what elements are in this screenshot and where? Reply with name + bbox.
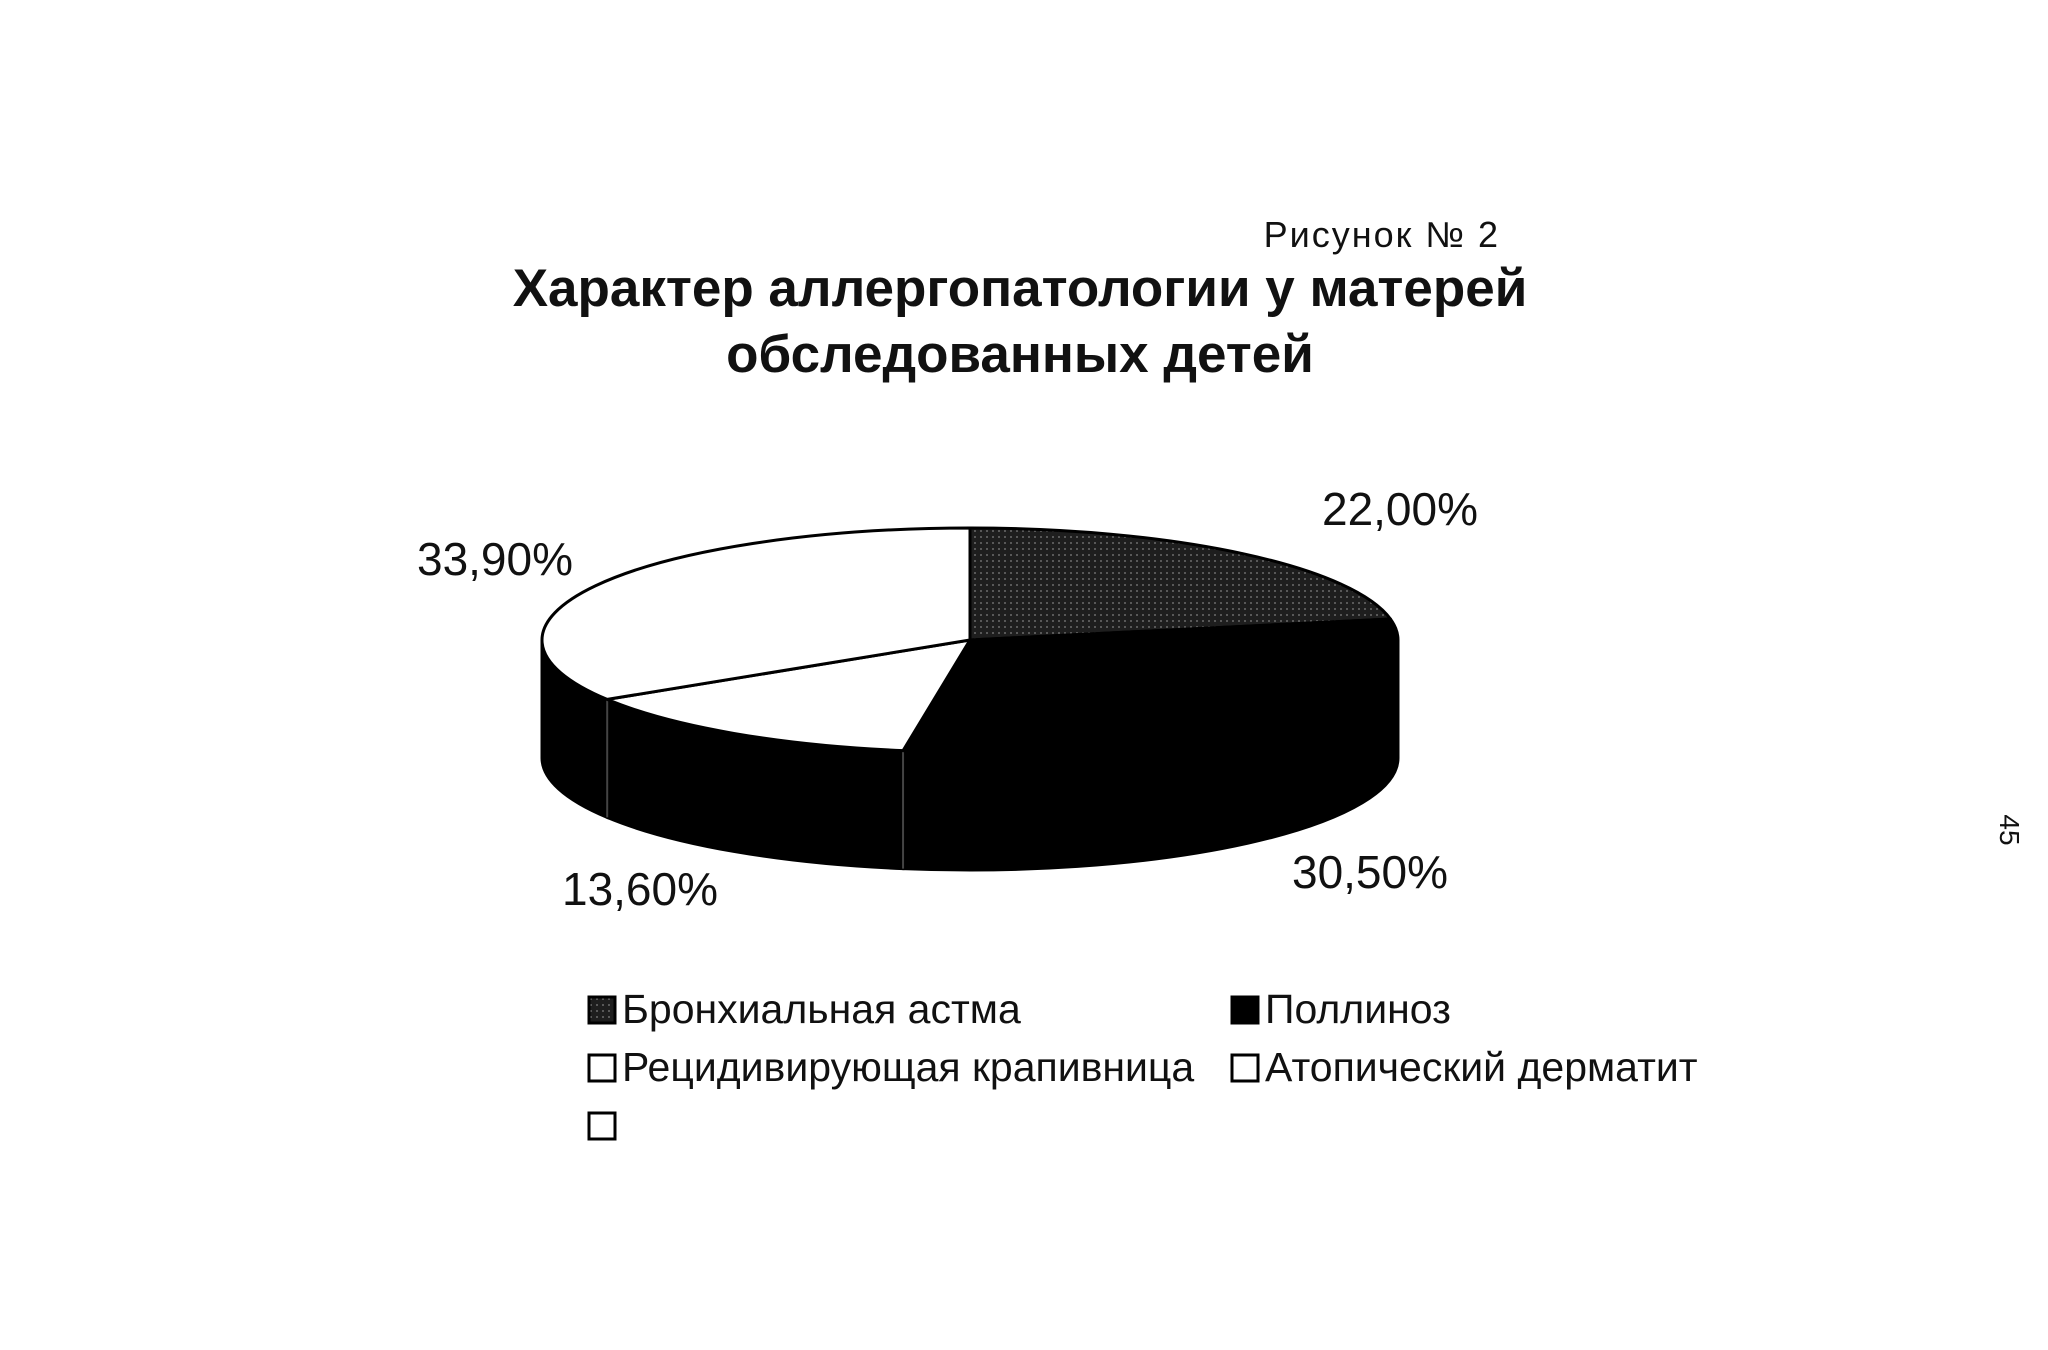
legend-swatch-empty	[587, 1111, 617, 1141]
pie-slice-pollinosis	[901, 617, 1400, 754]
pie-plot-area	[540, 526, 1400, 872]
data-label-urticaria: 13,60%	[562, 863, 718, 915]
chart-title-line-2: обследованных детей	[726, 325, 1314, 384]
page-number: 45	[1994, 814, 2025, 845]
legend-swatch-pollinosis	[1230, 995, 1260, 1025]
legend-swatch-bronchial-asthma	[587, 995, 617, 1025]
legend-label-urticaria: Рецидивирующая крапивница	[622, 1044, 1194, 1090]
pie-slice-atopic-dermatitis	[540, 526, 972, 701]
legend: Бронхиальная астма Поллиноз Рецидивирующ…	[587, 986, 1698, 1141]
legend-label-bronchial-asthma: Бронхиальная астма	[622, 986, 1021, 1032]
pie-slice-urticaria	[605, 638, 972, 753]
data-label-bronchial-asthma: 22,00%	[1322, 483, 1478, 535]
figure-caption: Рисунок № 2	[1264, 214, 1500, 255]
legend-swatch-atopic-dermatitis	[1230, 1053, 1260, 1083]
legend-label-pollinosis: Поллиноз	[1265, 986, 1451, 1032]
data-label-atopic-dermatitis: 33,90%	[417, 533, 573, 585]
chart-title-line-1: Характер аллергопатологии у матерей	[513, 259, 1528, 318]
pie-slice-bronchial-asthma	[968, 526, 1392, 642]
legend-label-atopic-dermatitis: Атопический дерматит	[1265, 1044, 1698, 1090]
data-label-pollinosis: 30,50%	[1292, 846, 1448, 898]
legend-swatch-urticaria	[587, 1053, 617, 1083]
